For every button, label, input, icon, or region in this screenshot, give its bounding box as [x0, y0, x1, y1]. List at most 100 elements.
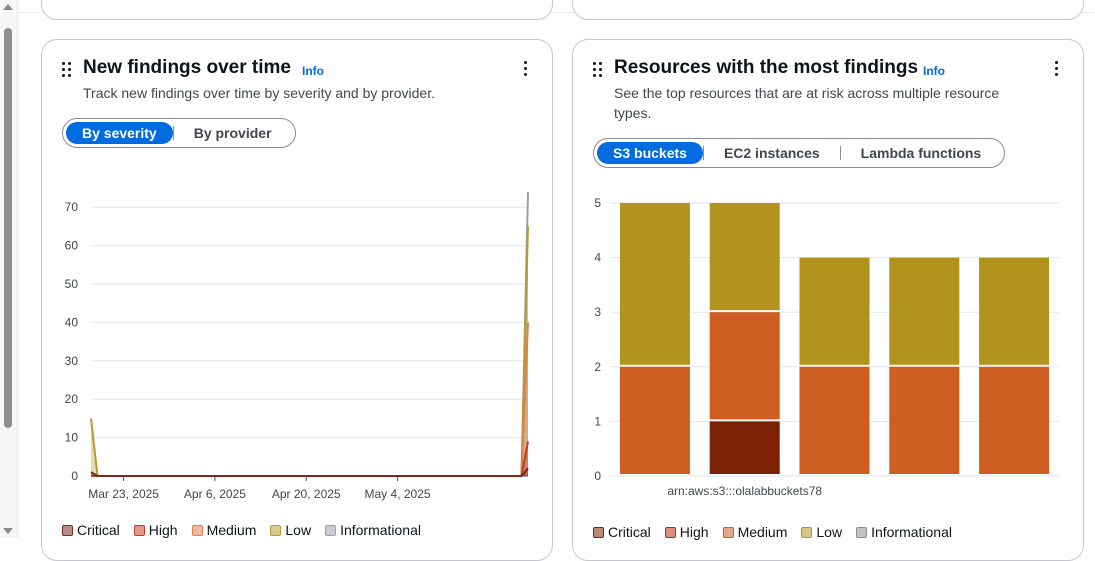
legend-label: High [148, 522, 178, 538]
chart-legend: Critical High Medium Low Informational [593, 524, 952, 540]
y-tick-label: 0 [594, 469, 601, 483]
severity-provider-toggle: By severity By provider [62, 118, 296, 148]
widget-description: Track new findings over time by severity… [83, 85, 435, 101]
legend-swatch [191, 524, 203, 536]
y-tick-label: 60 [65, 239, 79, 253]
info-link[interactable]: Info [302, 64, 324, 78]
legend-label: Informational [871, 524, 952, 540]
x-tick-label: Apr 20, 2025 [272, 487, 341, 501]
area-critical [91, 468, 528, 476]
segment-separator [702, 146, 704, 160]
bar-low-3[interactable] [799, 257, 870, 365]
findings-over-time-chart: 0 10 20 30 40 50 60 70 Mar 23, 2025 Apr 6, 2025 Ap… [65, 191, 529, 501]
legend-swatch [722, 526, 734, 538]
y-tick-label: 10 [65, 431, 79, 445]
tab-lambda-functions[interactable]: Lambda functions [860, 145, 982, 161]
x-tick-label: Mar 23, 2025 [88, 487, 159, 501]
tab-by-severity[interactable]: By severity [66, 122, 173, 144]
legend-label: Medium [206, 522, 257, 538]
bar-low-1[interactable] [619, 203, 690, 365]
y-tick-label: 70 [65, 200, 79, 214]
legend-swatch [856, 526, 868, 538]
legend-swatch [664, 526, 676, 538]
resource-type-toggle: S3 buckets EC2 instances Lambda function… [593, 138, 1006, 168]
series-line-informational[interactable] [91, 191, 529, 477]
legend-label: Critical [77, 522, 120, 538]
bar-medium-2[interactable] [709, 312, 780, 420]
info-link[interactable]: Info [923, 64, 945, 78]
series-line-low[interactable] [90, 226, 529, 477]
legend-swatch [133, 524, 145, 536]
scroll-thumb[interactable] [4, 28, 12, 428]
area-high [91, 441, 528, 476]
more-options-icon[interactable] [524, 61, 528, 77]
series-line-critical[interactable] [90, 467, 529, 477]
bar-low-4[interactable] [889, 257, 960, 365]
resource-legend-medium[interactable]: Medium [722, 524, 788, 540]
divider [17, 12, 1095, 13]
tab-by-provider[interactable]: By provider [193, 125, 272, 141]
area-low [91, 226, 528, 476]
severity-legend-high[interactable]: High [133, 522, 178, 538]
area-informational [91, 191, 528, 476]
severity-legend-informational[interactable]: Informational [325, 522, 421, 538]
legend-swatch [325, 524, 337, 536]
legend-label: High [679, 524, 709, 540]
y-tick-label: 3 [594, 305, 601, 319]
y-tick-label: 50 [65, 277, 79, 291]
legend-swatch [593, 526, 604, 538]
chart-legend: Critical High Medium Low Informational [62, 522, 421, 538]
tab-ec2-instances[interactable]: EC2 instances [723, 145, 820, 161]
resources-most-findings-widget: Resources with the most findings Info Se… [572, 39, 1084, 561]
y-tick-label: 4 [594, 251, 601, 265]
y-tick-label: 2 [594, 360, 601, 374]
y-tick-label: 0 [71, 469, 78, 483]
x-tick-label: arn:aws:s3:::olalabbuckets78 [667, 484, 822, 498]
severity-legend-medium[interactable]: Medium [191, 522, 257, 538]
drag-handle-icon[interactable] [62, 62, 71, 78]
page-scrollbar[interactable] [0, 0, 18, 538]
y-tick-label: 40 [65, 315, 79, 329]
bar-medium-3[interactable] [799, 366, 870, 474]
new-findings-widget: New findings over time Info Track new fi… [41, 39, 553, 561]
x-tick-label: Apr 6, 2025 [184, 487, 246, 501]
severity-legend-critical[interactable]: Critical [62, 522, 120, 538]
widget-description: See the top resources that are at risk a… [614, 85, 1000, 121]
severity-legend-low[interactable]: Low [270, 522, 311, 538]
widget-title: New findings over time [83, 57, 291, 78]
resource-legend-critical[interactable]: Critical [593, 524, 651, 540]
y-tick-label: 20 [65, 392, 79, 406]
legend-swatch [270, 524, 282, 536]
drag-handle-icon[interactable] [593, 62, 602, 78]
scroll-down-icon[interactable] [3, 528, 13, 534]
scroll-up-icon[interactable] [3, 4, 13, 10]
segment-separator [839, 146, 841, 160]
legend-label: Low [285, 522, 312, 538]
tab-s3-buckets[interactable]: S3 buckets [597, 142, 703, 164]
bar-critical-2[interactable] [709, 421, 780, 474]
y-tick-label: 5 [594, 196, 601, 210]
previous-widget-right [572, 0, 1084, 20]
legend-label: Low [816, 524, 843, 540]
y-tick-label: 30 [65, 354, 79, 368]
y-tick-label: 1 [594, 414, 601, 428]
series-line-high[interactable] [91, 441, 529, 477]
bar-medium-1[interactable] [619, 366, 690, 474]
legend-swatch [62, 524, 73, 536]
bar-medium-5[interactable] [979, 366, 1050, 474]
resource-legend-high[interactable]: High [664, 524, 709, 540]
x-tick-label: May 4, 2025 [365, 487, 431, 501]
legend-label: Critical [608, 524, 651, 540]
widget-title: Resources with the most findings [614, 57, 919, 78]
bar-low-2[interactable] [709, 203, 780, 311]
more-options-icon[interactable] [1055, 61, 1059, 77]
bar-low-5[interactable] [979, 257, 1050, 365]
legend-swatch [801, 526, 813, 538]
previous-widget-left [41, 0, 553, 20]
resource-legend-low[interactable]: Low [801, 524, 842, 540]
segment-separator [172, 126, 174, 140]
legend-label: Medium [737, 524, 788, 540]
resource-legend-informational[interactable]: Informational [856, 524, 952, 540]
bar-medium-4[interactable] [889, 366, 960, 474]
